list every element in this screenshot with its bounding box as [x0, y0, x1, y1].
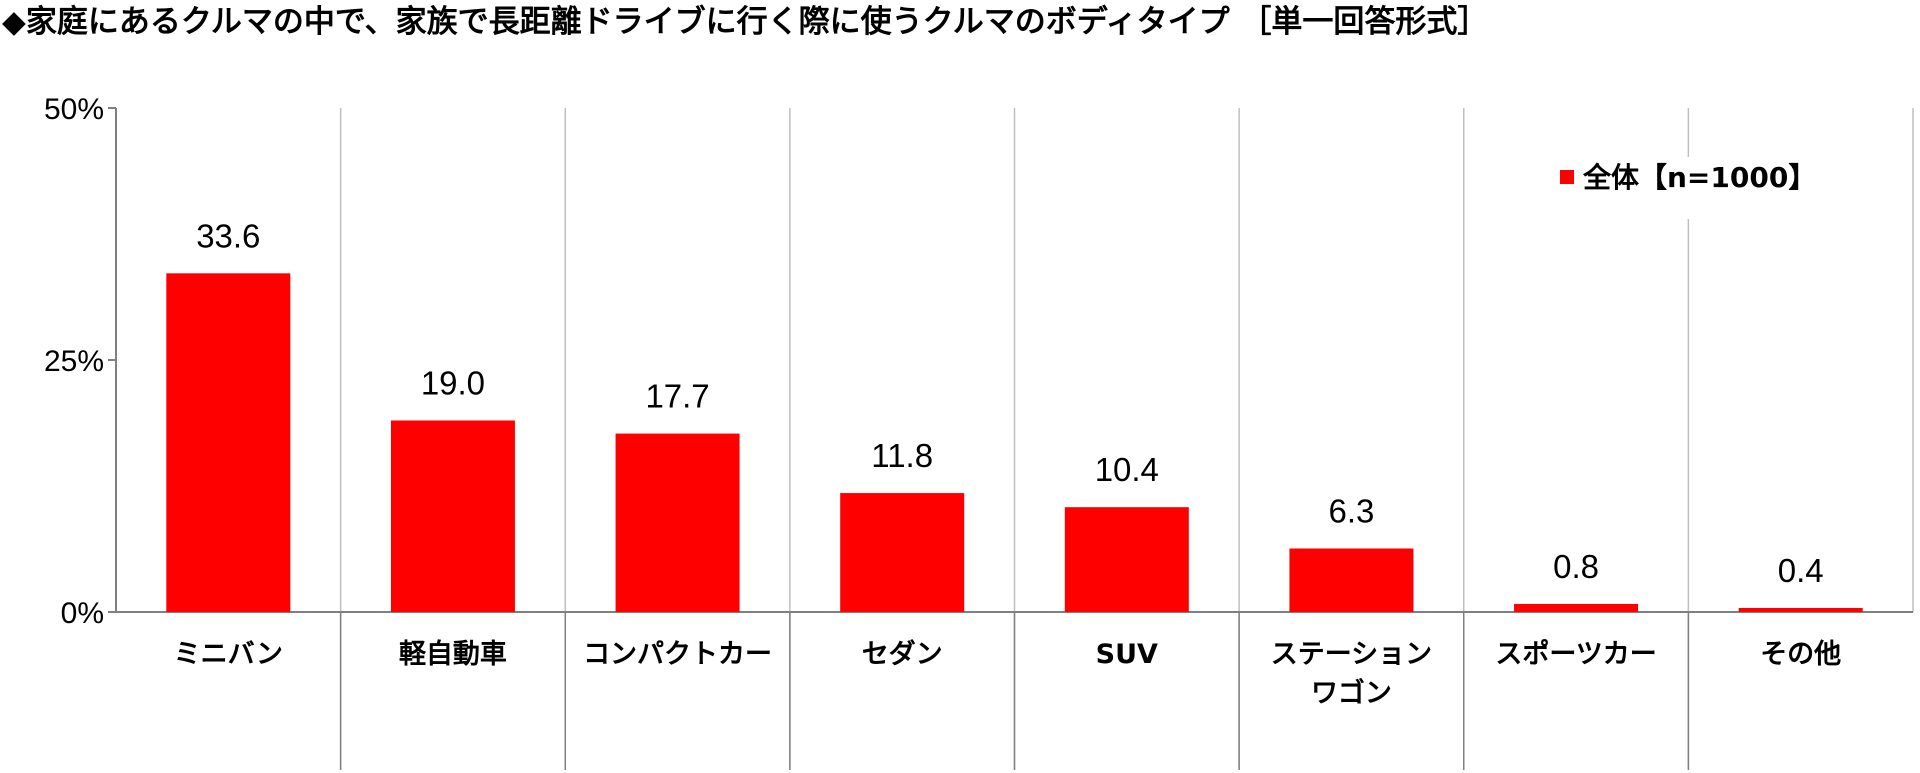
data-label: 17.7	[645, 378, 709, 415]
data-label: 11.8	[871, 437, 933, 474]
legend-background	[1535, 157, 1765, 219]
category-label: 軽自動車	[399, 638, 507, 670]
legend-label: 全体【n=1000】	[1582, 161, 1816, 194]
legend-swatch	[1560, 170, 1574, 184]
data-label: 6.3	[1329, 492, 1375, 529]
category-label: ミニバン	[174, 639, 283, 670]
category-label: ステーション	[1271, 639, 1432, 670]
category-label: セダン	[862, 638, 943, 670]
category-label: SUV	[1096, 639, 1158, 670]
data-label: 0.4	[1778, 552, 1824, 589]
axis-layer: 50% 25% 0%	[44, 93, 1913, 630]
bar	[1064, 507, 1189, 612]
bar	[1738, 607, 1863, 612]
bar	[615, 433, 740, 612]
data-label: 10.4	[1095, 451, 1159, 488]
data-label: 33.6	[196, 217, 260, 254]
category-label: その他	[1760, 639, 1841, 670]
y-tick-label: 50%	[44, 93, 104, 126]
category-label: コンパクトカー	[583, 639, 772, 670]
bar	[390, 420, 515, 612]
chart-title: ◆家庭にあるクルマの中で、家族で長距離ドライブに行く際に使うクルマのボディタイプ…	[2, 4, 1489, 40]
bar	[1289, 548, 1414, 612]
bar	[166, 273, 291, 612]
data-label: 19.0	[421, 364, 485, 401]
label-layer: 33.6 ミニバン 19.0 軽自動車 17.7 コンパクトカー 11.8 セダン 10.4 SU…	[174, 217, 1842, 709]
bar	[1514, 603, 1639, 612]
grid-layer	[339, 108, 1914, 770]
legend: 全体【n=1000】	[1535, 157, 1816, 219]
category-label: スポーツカー	[1495, 639, 1656, 670]
y-tick-label: 0%	[61, 597, 104, 630]
bar-layer	[166, 273, 1863, 612]
category-label: ワゴン	[1311, 677, 1392, 709]
bar	[840, 493, 965, 612]
data-label: 0.8	[1553, 548, 1599, 585]
y-tick-label: 25%	[44, 345, 104, 378]
